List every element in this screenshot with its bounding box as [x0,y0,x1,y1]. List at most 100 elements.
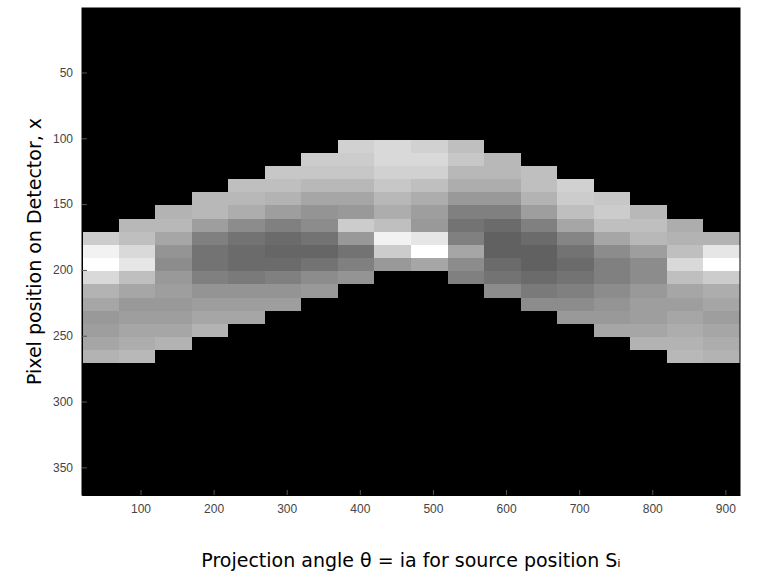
cell [557,166,594,180]
cell [338,350,375,364]
cell [155,337,192,351]
cell [667,377,704,391]
cell [82,87,119,101]
cell [338,245,375,259]
x-tick-mark [287,490,288,495]
cell [338,153,375,167]
cell [630,21,667,35]
cell [667,153,704,167]
cell [265,271,302,285]
y-tick: 350 [53,461,87,475]
cell [557,34,594,48]
cell [630,126,667,140]
cell [630,456,667,470]
cell [374,245,411,259]
cell [228,8,265,22]
cell [448,337,485,351]
cell [521,258,558,272]
cell [411,179,448,193]
cell [521,390,558,404]
cell [484,153,521,167]
cell [630,377,667,391]
cell [703,113,740,127]
cell [667,34,704,48]
cell [338,21,375,35]
cell [119,232,156,246]
cell [411,245,448,259]
cell [192,442,229,456]
cell [448,61,485,75]
cell [630,350,667,364]
cell [338,271,375,285]
cell [630,113,667,127]
cell [703,456,740,470]
x-tick-mark [652,490,653,495]
cell [594,416,631,430]
cell [630,403,667,417]
cell [82,74,119,88]
cell [228,113,265,127]
cell [265,47,302,61]
cell [448,34,485,48]
cell [703,311,740,325]
cell [703,284,740,298]
cell [155,298,192,312]
cell [155,311,192,325]
cell [667,245,704,259]
cell [119,324,156,338]
cell [594,21,631,35]
cell [521,482,558,495]
cell [228,377,265,391]
cell [119,403,156,417]
cell [301,205,338,219]
cell [594,219,631,233]
cell [82,416,119,430]
cell [301,429,338,443]
cell [630,245,667,259]
cell [265,403,302,417]
cell [301,87,338,101]
cell [484,245,521,259]
cell [82,456,119,470]
cell [630,74,667,88]
cell [119,245,156,259]
y-axis: 50100150200250300350 [53,9,87,496]
cell [265,74,302,88]
cell [630,429,667,443]
x-axis: 100200300400500600700800900 [83,490,741,516]
cell [411,284,448,298]
x-axis-title: Projection angle θ = ia for source posit… [201,549,620,571]
cell [557,442,594,456]
cell [594,298,631,312]
cell [557,324,594,338]
cell [594,324,631,338]
cell [192,482,229,495]
cells [82,8,740,495]
cell [155,100,192,114]
cell [228,34,265,48]
cell [703,166,740,180]
cell [301,377,338,391]
cell [338,100,375,114]
cell [374,337,411,351]
cell [448,245,485,259]
cell [265,87,302,101]
cell [338,87,375,101]
cell [155,403,192,417]
cell [448,258,485,272]
cell [630,258,667,272]
cell [192,363,229,377]
cell [703,390,740,404]
cell [703,377,740,391]
cell [82,469,119,483]
cell [557,298,594,312]
cell [301,61,338,75]
cell [484,192,521,206]
cell [192,126,229,140]
plot: 1002003004005006007008009005010015020025… [53,8,741,516]
cell [448,469,485,483]
cell [374,21,411,35]
cell [265,324,302,338]
cell [155,469,192,483]
cell [448,113,485,127]
